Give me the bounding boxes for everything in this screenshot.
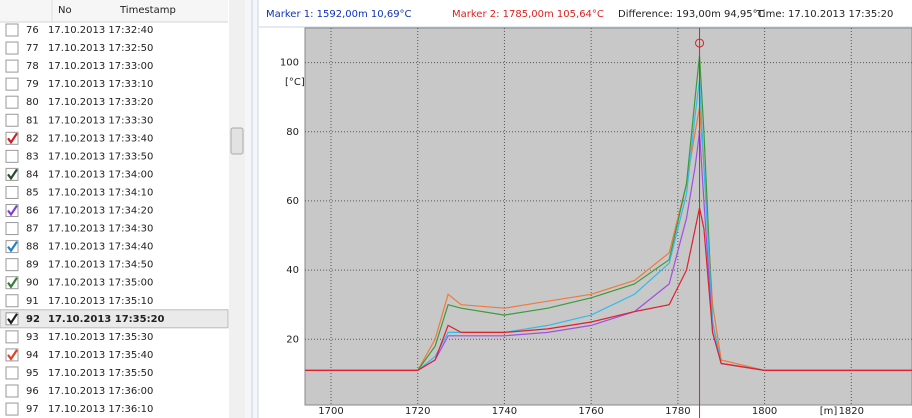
checkbox[interactable] [5, 149, 19, 163]
row-timestamp[interactable]: 17.10.2013 17:35:10 [48, 296, 153, 307]
row-timestamp[interactable]: 17.10.2013 17:33:00 [48, 61, 153, 72]
row-timestamp[interactable]: 17.10.2013 17:36:00 [48, 386, 153, 397]
row-timestamp[interactable]: 17.10.2013 17:34:00 [48, 169, 153, 180]
y-tick-label: 20 [286, 334, 299, 345]
series-line [305, 207, 912, 371]
y-axis-label: [°C] [285, 77, 305, 88]
row-timestamp[interactable]: 17.10.2013 17:34:40 [48, 242, 153, 253]
row-timestamp[interactable]: 17.10.2013 17:35:40 [48, 350, 153, 361]
y-tick-label: 100 [280, 58, 299, 69]
row-no[interactable]: 89 [26, 260, 39, 271]
difference-text: Difference: 193,00m 94,95°C [618, 9, 765, 20]
checkbox[interactable] [5, 185, 19, 199]
row-timestamp[interactable]: 17.10.2013 17:33:20 [48, 97, 153, 108]
row-no[interactable]: 94 [26, 350, 39, 361]
time-text: Time: 17.10.2013 17:35:20 [756, 9, 893, 20]
y-tick-label: 60 [286, 196, 299, 207]
checkbox[interactable] [5, 366, 19, 380]
series-line [305, 79, 912, 371]
marker2-text: Marker 2: 1785,00m 105,64°C [452, 9, 604, 20]
row-no[interactable]: 85 [26, 187, 39, 198]
row-timestamp[interactable]: 17.10.2013 17:33:40 [48, 133, 153, 144]
checkbox[interactable] [5, 384, 19, 398]
x-tick-label: 1720 [405, 406, 430, 417]
row-timestamp[interactable]: 17.10.2013 17:33:50 [48, 151, 153, 162]
check-mark [7, 132, 18, 145]
checkbox[interactable] [5, 77, 19, 91]
series-line [305, 107, 912, 371]
check-mark [7, 277, 18, 289]
y-tick-label: 80 [286, 127, 299, 138]
plot-area [304, 27, 912, 406]
row-no[interactable]: 77 [26, 43, 39, 54]
marker-point [695, 38, 705, 48]
row-no[interactable]: 78 [26, 61, 39, 72]
marker1-text: Marker 1: 1592,00m 10,69°C [266, 9, 412, 20]
row-timestamp[interactable]: 17.10.2013 17:34:10 [48, 187, 153, 198]
row-no[interactable]: 87 [26, 224, 39, 235]
checkbox[interactable] [5, 23, 19, 37]
scrollbar[interactable] [229, 0, 245, 418]
marker-bar [259, 0, 912, 28]
check-mark [7, 240, 18, 253]
y-tick-label: 40 [286, 265, 299, 276]
row-timestamp[interactable]: 17.10.2013 17:35:00 [48, 278, 153, 289]
row-timestamp[interactable]: 17.10.2013 17:35:30 [48, 332, 153, 343]
row-no[interactable]: 90 [26, 278, 39, 289]
column-header[interactable]: Timestamp [119, 5, 176, 16]
checkbox[interactable] [5, 113, 19, 127]
row-no[interactable]: 84 [26, 169, 39, 180]
row-no[interactable]: 91 [26, 296, 39, 307]
row-timestamp[interactable]: 17.10.2013 17:36:10 [48, 404, 153, 415]
row-timestamp[interactable]: 17.10.2013 17:35:20 [48, 314, 165, 325]
column-header[interactable]: No [58, 5, 72, 16]
row-no[interactable]: 80 [26, 97, 39, 108]
checkbox[interactable] [5, 41, 19, 55]
row-no[interactable]: 79 [26, 79, 39, 90]
row-no[interactable]: 97 [26, 404, 39, 415]
row-no[interactable]: 96 [26, 386, 39, 397]
x-tick-label: 1820 [839, 406, 864, 417]
selected-row[interactable] [0, 309, 229, 329]
row-timestamp[interactable]: 17.10.2013 17:32:50 [48, 43, 153, 54]
x-tick-label: 1740 [492, 406, 517, 417]
checkbox[interactable] [5, 59, 19, 73]
row-timestamp[interactable]: 17.10.2013 17:32:40 [48, 25, 153, 36]
row-timestamp[interactable]: 17.10.2013 17:33:30 [48, 115, 153, 126]
row-no[interactable]: 95 [26, 368, 39, 379]
row-no[interactable]: 76 [26, 25, 39, 36]
row-no[interactable]: 83 [26, 151, 39, 162]
check-mark [7, 349, 18, 361]
checkbox[interactable] [5, 402, 19, 416]
row-no[interactable]: 93 [26, 332, 39, 343]
x-tick-label: 1760 [578, 406, 603, 417]
row-timestamp[interactable]: 17.10.2013 17:34:20 [48, 206, 153, 217]
check-mark [7, 204, 18, 217]
x-tick-label: 1800 [752, 406, 777, 417]
x-tick-label: 1700 [318, 406, 343, 417]
row-timestamp[interactable]: 17.10.2013 17:34:30 [48, 224, 153, 235]
row-no[interactable]: 86 [26, 206, 39, 217]
scroll-thumb[interactable] [230, 127, 244, 155]
checkbox[interactable] [5, 330, 19, 344]
row-no[interactable]: 82 [26, 133, 39, 144]
checkbox[interactable] [5, 258, 19, 272]
checkbox[interactable] [5, 294, 19, 308]
x-tick-label: 1780 [665, 406, 690, 417]
checkbox[interactable] [5, 222, 19, 236]
list-header [0, 0, 228, 22]
row-no[interactable]: 81 [26, 115, 39, 126]
check-mark [7, 168, 18, 181]
check-mark [7, 313, 18, 325]
row-timestamp[interactable]: 17.10.2013 17:35:50 [48, 368, 153, 379]
row-timestamp[interactable]: 17.10.2013 17:34:50 [48, 260, 153, 271]
x-axis-label: [m] [820, 406, 838, 417]
row-no[interactable]: 92 [26, 314, 40, 325]
row-timestamp[interactable]: 17.10.2013 17:33:10 [48, 79, 153, 90]
checkbox[interactable] [5, 95, 19, 109]
row-no[interactable]: 88 [26, 242, 39, 253]
